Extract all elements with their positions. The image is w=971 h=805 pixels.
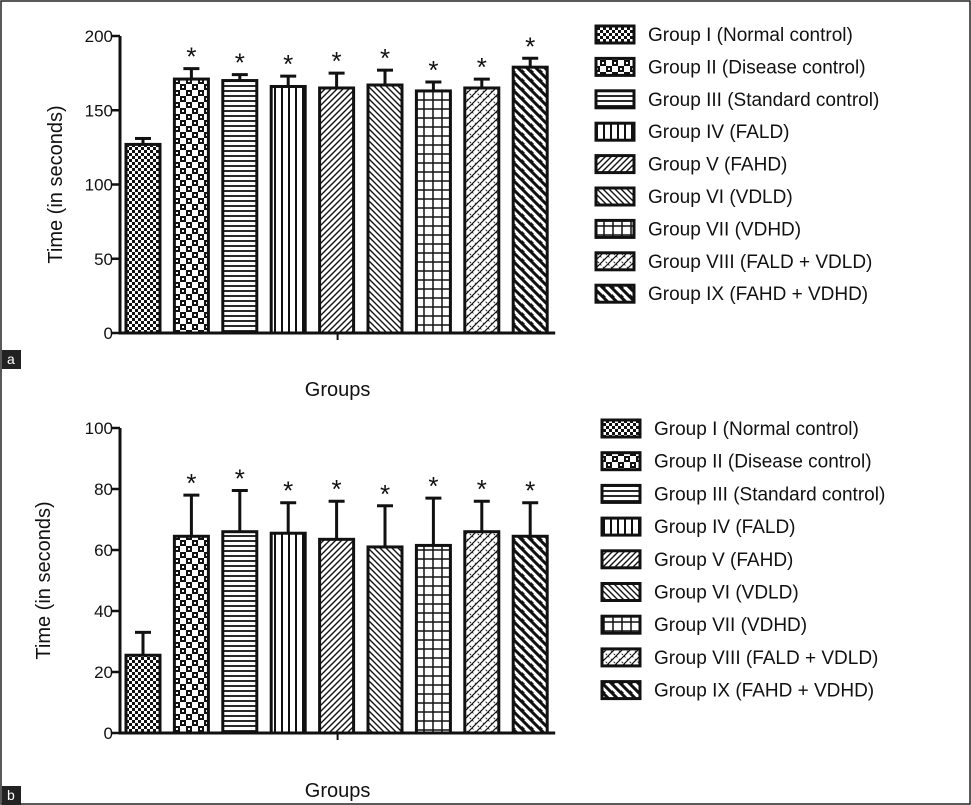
panel-b-y-tick-label: 60	[94, 541, 113, 560]
panel-a-legend-swatch-1	[594, 24, 636, 45]
panel-a-bar-6	[366, 83, 404, 335]
panel-a-letter-box	[2, 350, 21, 369]
panel-a-legend-swatch-3	[594, 89, 636, 110]
panel-b-legend-label-8: Group VIII (FALD + VDLD)	[654, 648, 878, 669]
panel-a-letter: a	[7, 351, 15, 367]
panel-b-bar-8	[463, 530, 501, 735]
panel-a-bar-9	[511, 65, 549, 335]
panel-a-legend-label-1: Group I (Normal control)	[648, 25, 853, 46]
panel-b-y-tick-label: 20	[94, 663, 113, 682]
panel-b-significance-star-2: *	[186, 468, 196, 498]
panel-a-legend-swatch-5	[594, 154, 636, 175]
panel-a-legend-swatch-9	[594, 283, 636, 304]
panel-b-legend-label-3: Group III (Standard control)	[654, 484, 885, 505]
panel-a-bar-5	[318, 86, 356, 335]
panel-a-legend-label-7: Group VII (VDHD)	[648, 219, 801, 240]
panel-b-legend-swatch-7	[600, 614, 642, 635]
panel-a-y-tick-label: 200	[85, 27, 113, 46]
panel-a-bar-8	[463, 86, 501, 335]
panel-b-significance-star-4: *	[283, 476, 293, 506]
panel-a-y-tick-label: 0	[104, 324, 113, 343]
panel-a-y-tick-label: 150	[85, 101, 113, 120]
panel-b-legend-swatch-5	[600, 549, 642, 570]
panel-a-y-axis-title: Time (in seconds)	[45, 105, 67, 263]
panel-b-bar-2	[172, 534, 210, 735]
panel-b-significance-star-7: *	[428, 471, 438, 501]
panel-b-significance-star-8: *	[477, 474, 487, 504]
panel-a-legend-swatch-4	[594, 121, 636, 142]
panel-b-bar-5	[318, 537, 356, 735]
panel-a-legend-label-4: Group IV (FALD)	[648, 122, 790, 143]
panel-b-legend-swatch-1	[600, 418, 642, 439]
panel-a-legend-swatch-8	[594, 251, 636, 272]
panel-a-bar-4	[269, 84, 307, 335]
panel-b-significance-star-6: *	[380, 479, 390, 509]
panel-a-legend-swatch-2	[594, 56, 636, 77]
panel-b-legend-label-2: Group II (Disease control)	[654, 452, 872, 473]
panel-a-bar-2	[172, 77, 210, 335]
panel-a-significance-star-5: *	[332, 46, 342, 76]
panel-a-y-tick-label: 100	[85, 176, 113, 195]
panel-a-significance-star-9: *	[525, 31, 535, 61]
panel-b-bar-7	[414, 543, 452, 735]
panel-a-legend-label-2: Group II (Disease control)	[648, 57, 866, 78]
panel-b-legend-label-1: Group I (Normal control)	[654, 419, 859, 440]
panel-a-legend-swatch-7	[594, 218, 636, 239]
panel-a-y-tick-label: 50	[94, 250, 113, 269]
panel-b-bar-6	[366, 545, 404, 735]
panel-a-bar-3	[221, 79, 259, 335]
panel-a-legend-label-9: Group IX (FAHD + VDHD)	[648, 284, 868, 305]
panel-b-x-axis-title: Groups	[305, 780, 371, 802]
panel-a-legend-label-3: Group III (Standard control)	[648, 90, 879, 111]
panel-b-legend-swatch-4	[600, 516, 642, 537]
panel-a-significance-star-2: *	[186, 42, 196, 72]
panel-b-y-tick-label: 100	[85, 419, 113, 438]
panel-a-significance-star-4: *	[283, 49, 293, 79]
panel-b-legend-label-4: Group IV (FALD)	[654, 517, 796, 538]
panel-b-letter-box	[2, 786, 21, 805]
panel-a-legend-swatch-6	[594, 186, 636, 207]
panel-b-y-tick-label: 0	[104, 724, 113, 743]
panel-b-legend-swatch-6	[600, 582, 642, 602]
panel-b-bar-4	[269, 531, 307, 735]
panel-b-bar-1	[124, 653, 162, 735]
panel-b-y-tick-label: 80	[94, 480, 113, 499]
panel-b-significance-star-3: *	[235, 464, 245, 494]
panel-b-y-tick-label: 40	[94, 602, 113, 621]
panel-b-legend-label-6: Group VI (VDLD)	[654, 583, 799, 604]
panel-b-y-axis-title: Time (in seconds)	[33, 501, 55, 659]
panel-a-legend-label-6: Group VI (VDLD)	[648, 187, 793, 208]
panel-b-legend-swatch-9	[600, 680, 642, 701]
panel-b-legend-swatch-3	[600, 483, 642, 504]
panel-a-x-axis-title: Groups	[305, 379, 371, 401]
panel-a-chart: 0 50 100 150 200 Time (in seconds) Groups * * * * *…	[45, 24, 879, 401]
panel-b-legend-label-9: Group IX (FAHD + VDHD)	[654, 681, 874, 702]
panel-a-significance-star-6: *	[380, 43, 390, 73]
panel-b-legend-swatch-2	[600, 451, 642, 472]
panel-a-significance-star-3: *	[235, 48, 245, 78]
panel-b-significance-star-5: *	[332, 474, 342, 504]
panel-b-legend-label-5: Group V (FAHD)	[654, 550, 793, 571]
panel-b-legend-swatch-8	[600, 647, 642, 668]
panel-b-chart: 0 20 40 60 80 100 Time (in seconds) Groups * * * * *…	[33, 418, 885, 802]
panel-a-significance-star-7: *	[428, 55, 438, 85]
panel-a-legend-label-8: Group VIII (FALD + VDLD)	[648, 252, 872, 273]
panel-a-significance-star-8: *	[477, 52, 487, 82]
panel-a-legend-label-5: Group V (FAHD)	[648, 155, 787, 176]
panel-b-significance-star-9: *	[525, 476, 535, 506]
panel-a-bar-7	[414, 89, 452, 335]
panel-b-bar-9	[511, 534, 549, 735]
panel-a-bar-1	[124, 142, 162, 335]
panel-b-bar-3	[221, 530, 259, 735]
panel-b-letter: b	[7, 787, 15, 803]
panel-b-legend-label-7: Group VII (VDHD)	[654, 615, 807, 636]
